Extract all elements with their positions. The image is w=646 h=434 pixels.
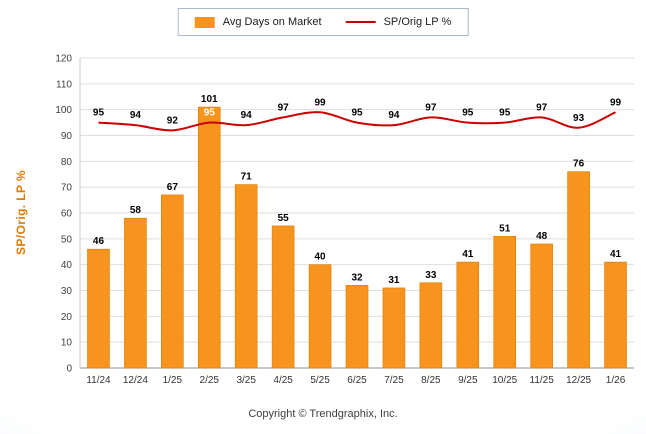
- x-tick-label: 1/26: [606, 375, 626, 386]
- y-tick-label: 30: [61, 286, 73, 297]
- bar-value-label: 58: [130, 205, 142, 216]
- bar: [124, 217, 147, 369]
- bar: [419, 282, 443, 369]
- bar-value-label: 48: [536, 231, 548, 242]
- bar-value-label: 33: [425, 270, 437, 281]
- y-tick-label: 60: [61, 209, 73, 220]
- x-tick-label: 11/25: [530, 375, 555, 386]
- bar: [271, 225, 295, 369]
- bar-value-label: 67: [167, 182, 179, 193]
- x-tick-label: 5/25: [310, 375, 330, 386]
- y-tick-label: 120: [55, 54, 72, 65]
- bar-value-label: 51: [499, 223, 511, 234]
- line-value-label: 93: [573, 113, 585, 124]
- y-tick-label: 80: [61, 157, 73, 168]
- bar-value-label: 76: [573, 159, 585, 170]
- x-tick-label: 10/25: [492, 375, 517, 386]
- x-tick-label: 6/25: [347, 375, 367, 386]
- x-tick-label: 7/25: [384, 375, 404, 386]
- line-value-label: 97: [278, 102, 290, 113]
- y-tick-label: 40: [61, 260, 73, 271]
- bar: [234, 184, 258, 369]
- x-tick-label: 9/25: [458, 375, 478, 386]
- legend-line-swatch: [345, 21, 376, 23]
- line-value-label: 94: [130, 110, 142, 121]
- bar-value-label: 40: [315, 252, 327, 263]
- legend-bar-swatch: [194, 16, 215, 28]
- y-tick-label: 100: [55, 105, 72, 116]
- line-value-label: 99: [315, 97, 327, 108]
- line-value-label: 99: [610, 97, 622, 108]
- y-tick-label: 10: [61, 338, 73, 349]
- line-value-label: 97: [425, 102, 437, 113]
- line-value-label: 95: [204, 108, 216, 119]
- bar: [345, 285, 369, 369]
- bar-value-label: 41: [610, 249, 622, 260]
- y-tick-label: 90: [61, 131, 73, 142]
- line-value-label: 95: [499, 108, 511, 119]
- bar: [87, 248, 110, 369]
- bar: [456, 261, 480, 369]
- y-tick-label: 20: [61, 312, 73, 323]
- x-tick-label: 1/25: [163, 375, 183, 386]
- line-value-label: 92: [167, 115, 179, 126]
- x-tick-label: 8/25: [421, 375, 441, 386]
- bar: [530, 243, 553, 369]
- legend-line-label: SP/Orig LP %: [383, 16, 452, 28]
- x-tick-label: 2/25: [200, 375, 220, 386]
- bar: [382, 287, 406, 369]
- y-tick-label: 0: [66, 364, 72, 375]
- bar-value-label: 46: [93, 236, 105, 247]
- bar: [567, 171, 590, 369]
- trend-line: [98, 111, 616, 132]
- copyright-text: Copyright © Trendgraphix, Inc.: [248, 408, 398, 420]
- bar-value-label: 55: [278, 213, 290, 224]
- line-value-label: 95: [462, 108, 474, 119]
- bar-value-label: 71: [241, 172, 253, 183]
- bar: [197, 106, 221, 369]
- y-tick-label: 50: [61, 234, 73, 245]
- bar-value-label: 41: [462, 249, 474, 260]
- line-value-label: 95: [93, 108, 105, 119]
- legend: Avg Days on Market SP/Orig LP %: [177, 8, 469, 36]
- x-tick-label: 11/24: [86, 375, 111, 386]
- bar: [493, 235, 517, 369]
- bar: [308, 264, 332, 369]
- y-tick-label: 70: [61, 183, 73, 194]
- bar-value-label: 101: [201, 94, 218, 105]
- bar: [161, 194, 184, 369]
- bar-value-label: 32: [351, 272, 363, 283]
- x-tick-label: 12/24: [123, 375, 148, 386]
- line-value-label: 94: [388, 110, 400, 121]
- chart-svg: 0 10 20 30 40 50 60 70 80 90 100 110 120 46 11/24 58 12/…: [55, 54, 634, 386]
- bar-value-label: 31: [388, 275, 400, 286]
- x-tick-label: 12/25: [566, 375, 591, 386]
- line-value-label: 95: [351, 108, 363, 119]
- legend-bar-label: Avg Days on Market: [222, 16, 322, 28]
- line-value-label: 97: [536, 102, 548, 113]
- x-tick-label: 4/25: [273, 375, 293, 386]
- bar: [604, 261, 627, 369]
- chart-area: 0 10 20 30 40 50 60 70 80 90 100 110 120 46 11/24 58 12/…: [0, 46, 646, 396]
- y-tick-label: 110: [56, 79, 72, 90]
- x-tick-label: 3/25: [236, 375, 256, 386]
- line-value-label: 94: [241, 110, 253, 121]
